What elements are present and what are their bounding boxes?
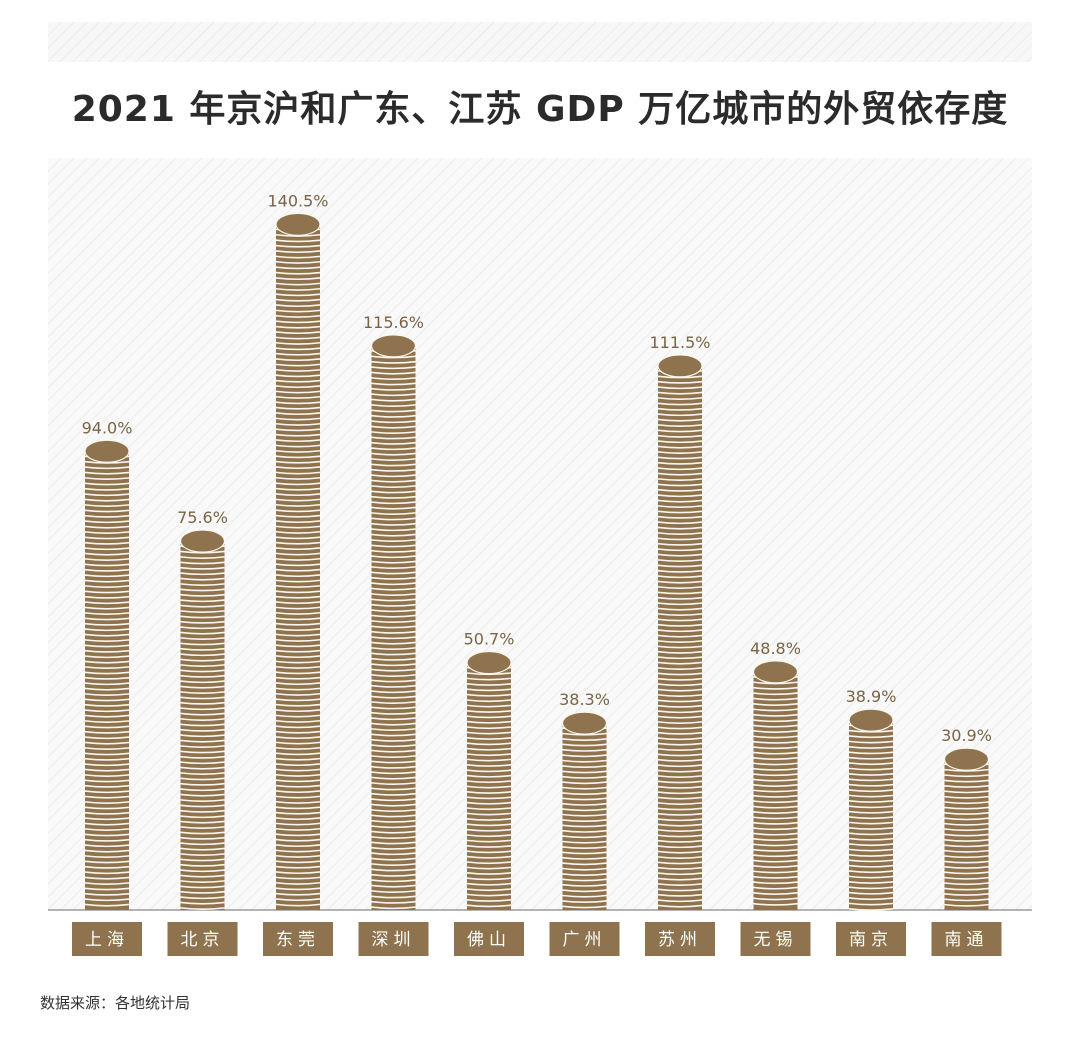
coin-edges-0 (84, 455, 130, 907)
category-label-box-0 (72, 922, 142, 956)
coin-edges-1 (180, 545, 225, 910)
coin-top-4 (466, 650, 512, 675)
value-label-6: 111.5% (649, 333, 710, 352)
chart-title: 2021 年京沪和广东、江苏 GDP 万亿城市的外贸依存度 (71, 89, 1009, 130)
coin-top-9 (943, 747, 990, 771)
category-label-box-7 (740, 922, 811, 956)
coin-edges-4 (466, 666, 512, 908)
decorative-header-band (48, 22, 1032, 62)
value-label-7: 48.8% (750, 639, 801, 658)
category-label-5: 广州 (563, 930, 607, 950)
category-label-box-6 (645, 922, 715, 956)
coin-edges-2 (275, 228, 321, 907)
category-label-7: 无锡 (754, 930, 798, 950)
value-label-2: 140.5% (267, 191, 328, 210)
coin-edges-7 (753, 676, 798, 906)
value-label-4: 50.7% (464, 630, 515, 649)
category-label-4: 佛山 (467, 930, 511, 950)
category-label-box-5 (549, 922, 620, 956)
category-label-6: 苏州 (658, 930, 702, 950)
category-label-box-2 (263, 922, 333, 956)
coin-edges-5 (562, 727, 607, 909)
coin-top-5 (561, 711, 608, 735)
data-source-note: 数据来源：各地统计局 (40, 994, 191, 1012)
category-label-box-9 (931, 922, 1002, 956)
coin-top-0 (84, 439, 130, 463)
coin-top-7 (752, 660, 799, 684)
coin-edges-9 (944, 763, 989, 907)
category-label-box-4 (454, 922, 524, 956)
category-label-8: 南京 (849, 930, 893, 950)
value-label-1: 75.6% (177, 508, 228, 527)
category-label-box-8 (836, 922, 906, 956)
category-label-box-3 (358, 922, 429, 956)
coin-edges-6 (657, 370, 703, 908)
value-label-9: 30.9% (941, 726, 992, 745)
coin-edges-8 (848, 724, 894, 911)
value-label-0: 94.0% (82, 418, 133, 437)
category-label-box-1 (167, 922, 238, 956)
coin-top-8 (848, 708, 894, 732)
category-label-1: 北京 (181, 930, 225, 950)
category-label-3: 深圳 (372, 930, 416, 950)
category-label-9: 南通 (945, 930, 989, 950)
coin-edges-3 (371, 350, 416, 910)
category-label-0: 上海 (85, 930, 129, 950)
value-label-3: 115.6% (363, 313, 424, 332)
value-label-8: 38.9% (846, 687, 897, 706)
category-label-2: 东莞 (276, 930, 320, 950)
coin-top-6 (657, 354, 703, 378)
coin-top-3 (370, 334, 417, 358)
coin-top-1 (179, 529, 226, 553)
value-label-5: 38.3% (559, 690, 610, 709)
coin-top-2 (275, 212, 321, 236)
